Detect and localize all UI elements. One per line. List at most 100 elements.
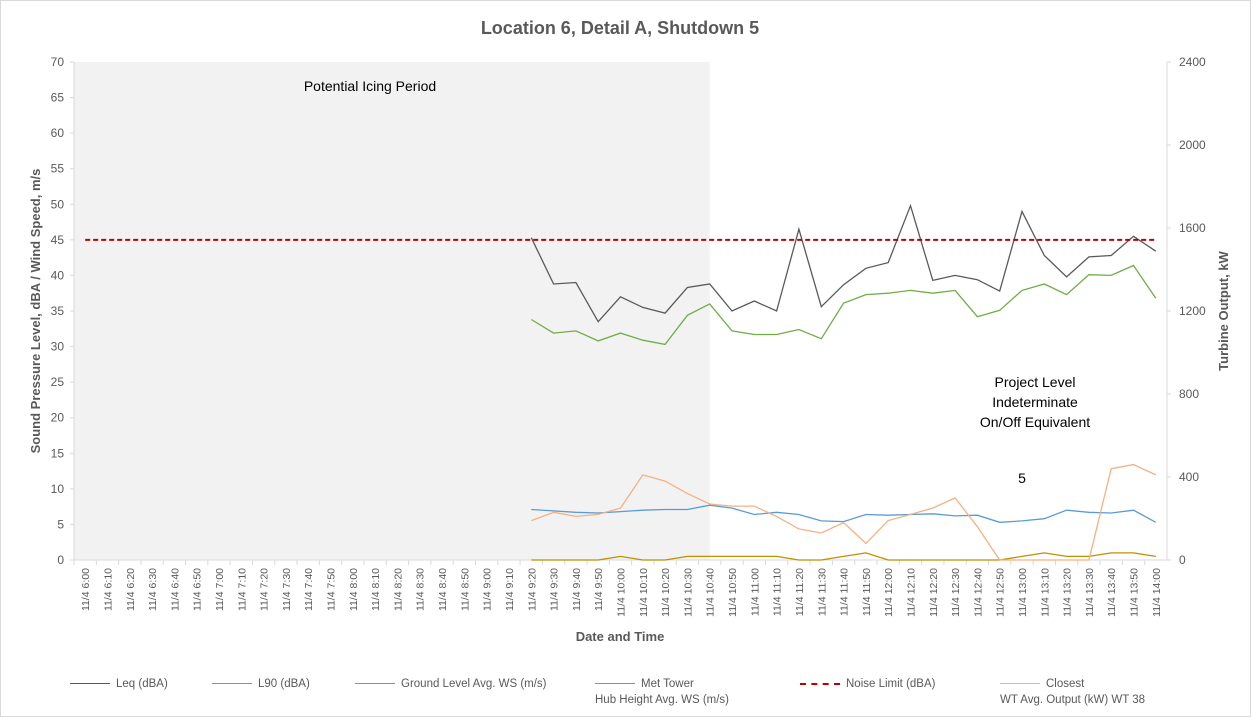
- x-tick-label: 11/4 7:10: [236, 568, 248, 611]
- legend-swatch: [212, 683, 252, 685]
- y2-tick-label: 1600: [1179, 221, 1206, 235]
- y2-tick-label: 400: [1179, 470, 1199, 484]
- x-tick-label: 11/4 13:10: [1039, 568, 1051, 617]
- x-tick-label: 11/4 6:00: [80, 568, 92, 611]
- legend-label: Noise Limit (dBA): [846, 678, 936, 690]
- x-tick-label: 11/4 6:20: [125, 568, 137, 611]
- legend-swatch: [1000, 683, 1040, 685]
- y-tick-label: 0: [57, 553, 64, 567]
- x-tick-label: 11/4 8:30: [415, 568, 427, 611]
- x-tick-label: 11/4 8:40: [437, 568, 449, 611]
- x-tick-label: 11/4 13:50: [1129, 568, 1141, 617]
- x-tick-label: 11/4 11:00: [749, 568, 761, 616]
- y-tick-label: 25: [51, 375, 65, 389]
- x-tick-label: 11/4 14:00: [1151, 568, 1163, 617]
- y2-axis-title: Turbine Output, kW: [1216, 250, 1231, 370]
- legend-item: Leq (dBA): [70, 676, 168, 692]
- x-tick-label: 11/4 9:00: [482, 568, 494, 611]
- x-tick-label: 11/4 12:30: [950, 568, 962, 617]
- legend-item: Met Tower Hub Height Avg. WS (m/s): [595, 676, 729, 708]
- x-tick-label: 11/4 9:10: [504, 568, 516, 611]
- shaded-period: [74, 62, 710, 560]
- x-tick-label: 11/4 10:10: [638, 568, 650, 617]
- y-tick-label: 10: [51, 482, 65, 496]
- x-tick-label: 11/4 8:10: [370, 568, 382, 611]
- x-tick-label: 11/4 7:00: [214, 568, 226, 611]
- y-tick-label: 55: [51, 162, 65, 176]
- x-tick-label: 11/4 13:40: [1106, 568, 1118, 617]
- x-tick-label: 11/4 10:00: [616, 568, 628, 617]
- x-tick-label: 11/4 7:50: [326, 568, 338, 611]
- x-tick-label: 11/4 10:40: [705, 568, 717, 617]
- x-tick-label: 11/4 10:30: [682, 568, 694, 617]
- x-tick-label: 11/4 9:20: [526, 568, 538, 611]
- x-axis-title: Date and Time: [576, 629, 665, 644]
- y-tick-label: 20: [51, 411, 65, 425]
- x-tick-label: 11/4 11:40: [839, 568, 851, 616]
- x-tick-label: 11/4 9:30: [549, 568, 561, 611]
- y-axis-title: Sound Pressure Level, dBA / Wind Speed, …: [28, 169, 43, 454]
- legend-label: Ground Level Avg. WS (m/s): [401, 678, 547, 690]
- legend-item: Noise Limit (dBA): [800, 676, 935, 692]
- chart-title: Location 6, Detail A, Shutdown 5: [481, 18, 759, 38]
- y-tick-label: 60: [51, 126, 65, 140]
- y-tick-label: 5: [57, 517, 64, 531]
- x-tick-label: 11/4 10:20: [660, 568, 672, 617]
- y2-tick-label: 800: [1179, 387, 1199, 401]
- x-tick-label: 11/4 9:50: [593, 568, 605, 611]
- x-tick-label: 11/4 13:30: [1084, 568, 1096, 617]
- annotation: Potential Icing Period: [303, 78, 437, 94]
- legend-label: Met Tower Hub Height Avg. WS (m/s): [595, 678, 729, 706]
- legend-label: Closest WT Avg. Output (kW) WT 38: [1000, 678, 1146, 706]
- series-line: [531, 463, 1157, 561]
- series-line: [531, 504, 1157, 523]
- legend-swatch: [355, 683, 395, 685]
- y2-tick-label: 2400: [1179, 55, 1206, 69]
- x-tick-label: 11/4 13:00: [1017, 568, 1029, 617]
- x-tick-label: 11/4 7:40: [303, 568, 315, 611]
- legend-item: Ground Level Avg. WS (m/s): [355, 676, 547, 692]
- x-tick-label: 11/4 11:30: [816, 568, 828, 616]
- y-tick-label: 70: [51, 55, 65, 69]
- x-tick-label: 11/4 12:50: [995, 568, 1007, 617]
- x-tick-label: 11/4 6:30: [147, 568, 159, 611]
- series-line: [531, 552, 1156, 561]
- x-tick-label: 11/4 6:50: [192, 568, 204, 611]
- x-tick-label: 11/4 7:20: [259, 568, 271, 611]
- legend-swatch: [800, 682, 840, 685]
- annotation: 5: [1018, 470, 1026, 486]
- x-tick-label: 11/4 6:10: [102, 568, 114, 611]
- x-tick-label: 11/4 12:20: [928, 568, 940, 617]
- y-tick-label: 45: [51, 233, 65, 247]
- x-tick-label: 11/4 6:40: [169, 568, 181, 611]
- y-tick-label: 30: [51, 340, 65, 354]
- x-tick-label: 11/4 13:20: [1062, 568, 1074, 617]
- legend-swatch: [595, 683, 635, 685]
- x-tick-label: 11/4 11:10: [772, 568, 784, 616]
- x-tick-label: 11/4 9:40: [571, 568, 583, 611]
- x-tick-label: 11/4 12:10: [905, 568, 917, 617]
- y-tick-label: 65: [51, 91, 65, 105]
- legend-item: L90 (dBA): [212, 676, 310, 692]
- y-tick-label: 40: [51, 268, 65, 282]
- y-tick-label: 50: [51, 197, 65, 211]
- legend-swatch: [70, 683, 110, 685]
- series-line: [530, 264, 1157, 346]
- legend-label: L90 (dBA): [258, 678, 310, 690]
- x-tick-label: 11/4 8:50: [459, 568, 471, 611]
- annotation: Project Level Indeterminate On/Off Equiv…: [935, 372, 1135, 432]
- series-line: [530, 203, 1157, 323]
- legend-label: Leq (dBA): [116, 678, 168, 690]
- x-tick-label: 11/4 11:20: [794, 568, 806, 616]
- x-tick-label: 11/4 7:30: [281, 568, 293, 611]
- x-tick-label: 11/4 12:00: [883, 568, 895, 617]
- y2-tick-label: 1200: [1179, 304, 1206, 318]
- x-tick-label: 11/4 10:50: [727, 568, 739, 617]
- x-tick-label: 11/4 8:20: [392, 568, 404, 611]
- y-tick-label: 15: [51, 446, 65, 460]
- x-tick-label: 11/4 12:40: [972, 568, 984, 617]
- x-tick-label: 11/4 8:00: [348, 568, 360, 611]
- y2-tick-label: 2000: [1179, 138, 1206, 152]
